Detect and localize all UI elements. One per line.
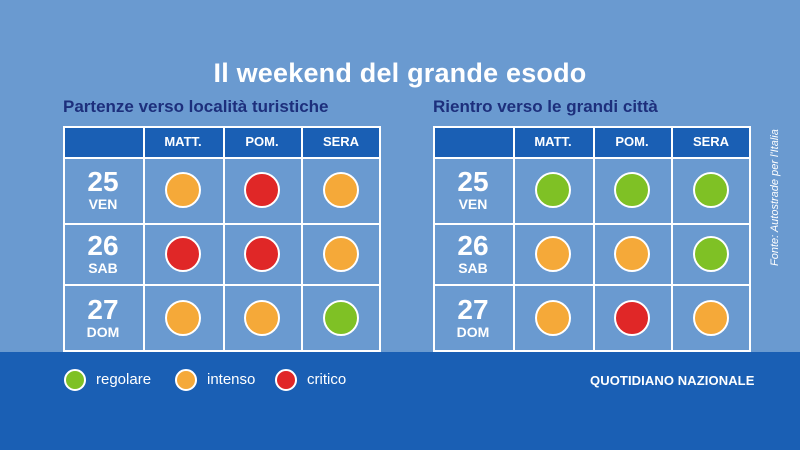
grid-line (63, 157, 381, 159)
day-label: 25 VEN (63, 166, 143, 212)
traffic-dot-critico (614, 300, 650, 336)
page-title: Il weekend del grande esodo (213, 58, 587, 88)
day-number: 26 (457, 229, 489, 261)
traffic-dot-intenso (323, 172, 359, 208)
day-number: 25 (457, 166, 489, 197)
traffic-grid-rientro: MATT. POM. SERA 25 VEN 26 SAB 27 DOM (433, 126, 751, 352)
brand-logo: QUOTIDIANO NAZIONALE (590, 373, 755, 388)
column-header-pom: POM. (245, 134, 279, 149)
day-name: SAB (458, 259, 488, 276)
traffic-dot-regolare (614, 172, 650, 208)
traffic-dot-regolare (693, 172, 729, 208)
grid-line (63, 126, 65, 352)
grid-header-bar (63, 126, 381, 157)
traffic-dot-regolare (323, 300, 359, 336)
day-number: 27 (457, 294, 489, 325)
day-number: 26 (87, 229, 119, 261)
legend-label-critico: critico (307, 371, 347, 388)
grid-line (513, 126, 515, 352)
day-name: DOM (86, 324, 120, 340)
day-name: DOM (456, 324, 490, 340)
column-header-sera: SERA (322, 134, 360, 149)
traffic-dot-intenso (165, 172, 201, 208)
column-header-pom: POM. (615, 134, 649, 149)
grid-line (671, 126, 673, 352)
footer-bar (0, 352, 800, 450)
day-label: 26 SAB (63, 229, 143, 276)
source-note: Fonte: Autostrade per l'Italia (769, 126, 787, 266)
day-number: 25 (87, 166, 119, 197)
traffic-dot-intenso (323, 235, 359, 272)
grid-line (433, 126, 751, 128)
day-label: 27 DOM (63, 294, 143, 340)
grid-line (749, 126, 751, 352)
grid-line (143, 126, 145, 352)
panel-title-rientro: Rientro verso le grandi città (433, 97, 658, 116)
grid-line (63, 350, 381, 352)
day-number: 27 (87, 294, 119, 325)
legend-label-intenso: intenso (207, 371, 256, 388)
grid-line (433, 223, 751, 225)
legend-dot-regolare (64, 369, 86, 391)
traffic-dot-intenso (535, 300, 571, 336)
traffic-grid-partenze: MATT. POM. SERA 25 VEN 26 SAB 27 DOM (63, 126, 381, 352)
traffic-dot-regolare (693, 235, 729, 272)
traffic-dot-intenso (535, 235, 571, 272)
grid-line (593, 126, 595, 352)
traffic-dot-critico (165, 235, 201, 272)
traffic-dot-regolare (535, 172, 571, 208)
grid-line (433, 126, 435, 352)
column-header-matt: MATT. (164, 134, 202, 149)
grid-line (223, 126, 225, 352)
grid-header-bar (433, 126, 751, 157)
day-name: VEN (458, 196, 488, 212)
grid-line (301, 126, 303, 352)
day-name: VEN (88, 196, 118, 212)
panel-title-partenze: Partenze verso località turistiche (63, 97, 329, 116)
day-label: 26 SAB (433, 229, 513, 276)
legend-dot-intenso (175, 369, 197, 391)
traffic-dot-intenso (614, 235, 650, 272)
grid-line (433, 350, 751, 352)
day-name: SAB (88, 259, 118, 276)
traffic-dot-intenso (165, 300, 201, 336)
traffic-dot-intenso (693, 300, 729, 336)
grid-line (63, 126, 381, 128)
grid-line (433, 284, 751, 286)
legend-label-regolare: regolare (96, 371, 152, 388)
traffic-dot-critico (244, 235, 280, 272)
day-label: 27 DOM (433, 294, 513, 340)
traffic-dot-intenso (244, 300, 280, 336)
column-header-matt: MATT. (534, 134, 572, 149)
grid-line (63, 284, 381, 286)
traffic-dot-critico (244, 172, 280, 208)
legend-dot-critico (275, 369, 297, 391)
column-header-sera: SERA (692, 134, 730, 149)
source-label: Fonte: Autostrade per l'Italia (769, 129, 781, 266)
grid-line (379, 126, 381, 352)
grid-line (433, 157, 751, 159)
grid-line (63, 223, 381, 225)
day-label: 25 VEN (433, 166, 513, 212)
